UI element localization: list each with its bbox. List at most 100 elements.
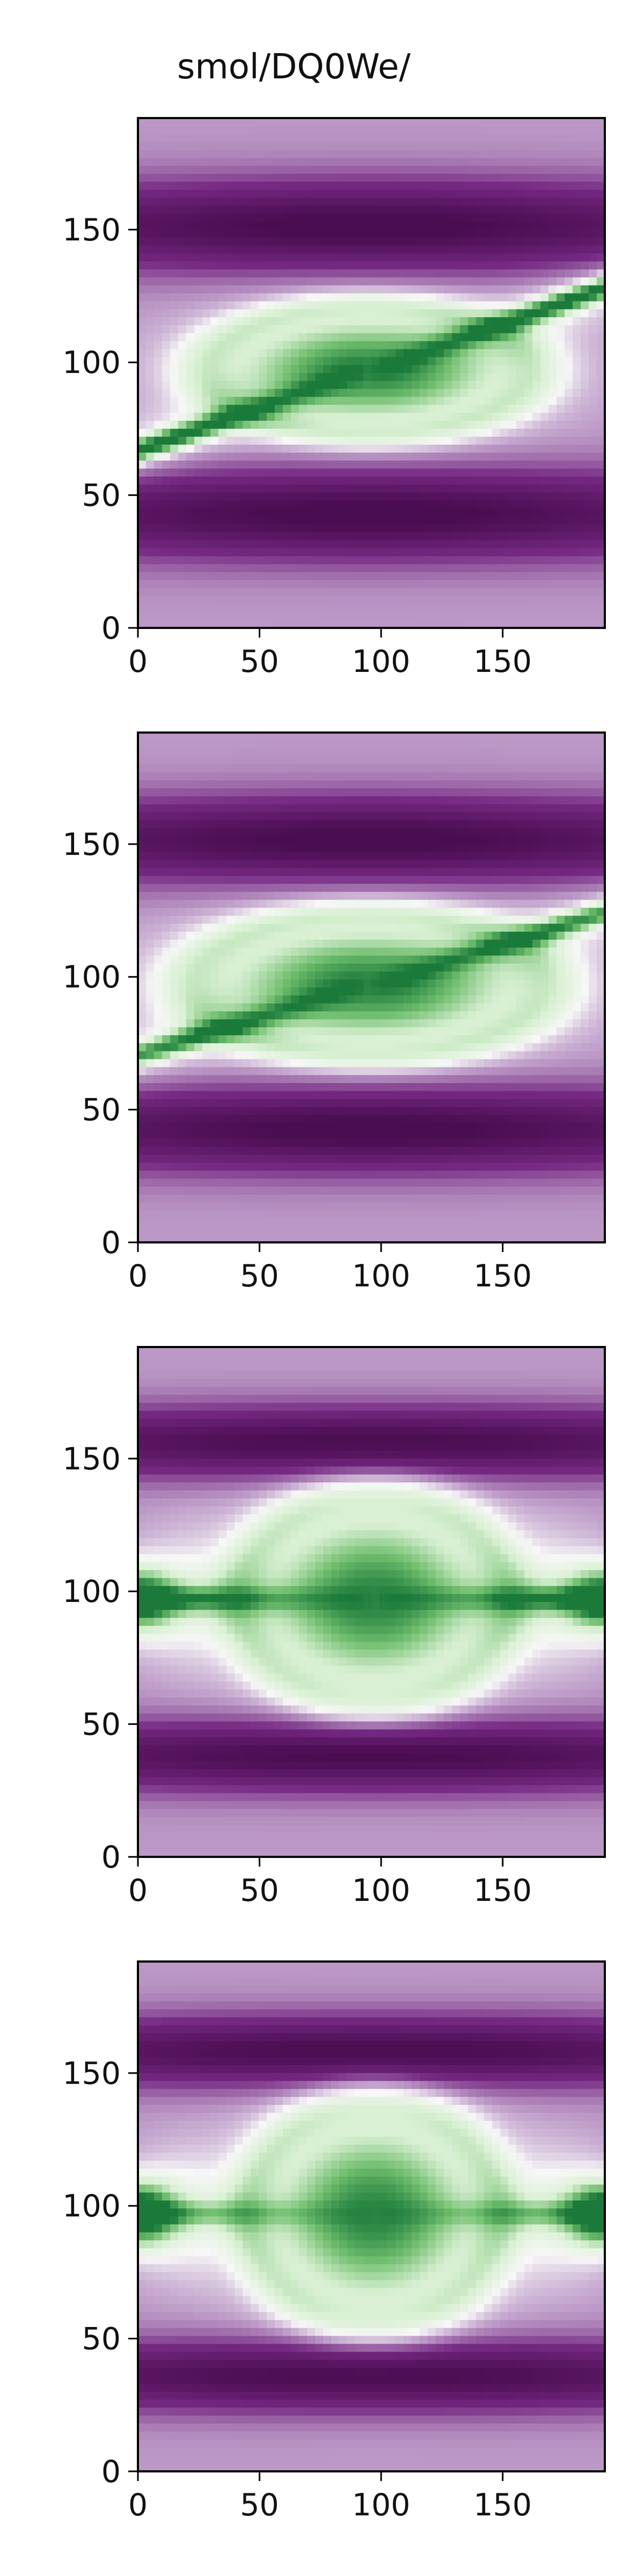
heatmap-cell bbox=[379, 852, 388, 861]
heatmap-cell bbox=[146, 836, 155, 845]
heatmap-cell bbox=[162, 309, 171, 318]
heatmap-cell bbox=[484, 325, 493, 334]
heatmap-cell bbox=[243, 900, 251, 909]
heatmap-cell bbox=[412, 788, 420, 797]
heatmap-cell bbox=[387, 206, 396, 214]
heatmap-cell bbox=[226, 206, 235, 214]
heatmap-cell bbox=[186, 804, 195, 813]
heatmap-cell bbox=[548, 405, 557, 413]
heatmap-cell bbox=[476, 485, 485, 493]
heatmap-cell bbox=[146, 564, 155, 573]
heatmap-cell bbox=[226, 142, 235, 151]
heatmap-cell bbox=[267, 277, 275, 286]
heatmap-cell bbox=[194, 508, 203, 517]
heatmap-cell bbox=[540, 405, 549, 413]
heatmap-cell bbox=[226, 246, 235, 254]
heatmap-cell bbox=[589, 548, 597, 557]
heatmap-cell bbox=[565, 294, 573, 302]
heatmap-cell bbox=[194, 741, 203, 749]
heatmap-cell bbox=[186, 357, 195, 365]
heatmap-cell bbox=[259, 397, 267, 406]
heatmap-cell bbox=[331, 238, 340, 246]
heatmap-cell bbox=[452, 222, 460, 230]
heatmap-cell bbox=[299, 741, 308, 749]
heatmap-cell bbox=[484, 764, 493, 773]
heatmap-cell bbox=[331, 772, 340, 781]
heatmap-cell bbox=[307, 772, 316, 781]
heatmap-cell bbox=[428, 820, 436, 829]
heatmap-cell bbox=[339, 741, 348, 749]
heatmap-cell bbox=[396, 796, 404, 805]
heatmap-cell bbox=[339, 852, 348, 861]
heatmap-cell bbox=[484, 460, 493, 469]
heatmap-cell bbox=[235, 301, 243, 310]
heatmap-cell bbox=[476, 508, 485, 517]
heatmap-cell bbox=[492, 900, 501, 909]
heatmap-cell bbox=[516, 381, 525, 390]
heatmap-cell bbox=[178, 780, 187, 789]
heatmap-cell bbox=[524, 749, 533, 757]
heatmap-cell bbox=[412, 222, 420, 230]
heatmap-cell bbox=[251, 469, 259, 477]
heatmap-cell bbox=[444, 780, 452, 789]
heatmap-cell bbox=[186, 828, 195, 837]
heatmap-cell bbox=[355, 197, 364, 206]
heatmap-cell bbox=[484, 349, 493, 357]
heatmap-cell bbox=[251, 588, 259, 597]
heatmap-cell bbox=[347, 572, 356, 581]
heatmap-cell bbox=[226, 126, 235, 135]
heatmap-cell bbox=[243, 286, 251, 294]
heatmap-cell bbox=[452, 325, 460, 334]
heatmap-cell bbox=[347, 325, 356, 334]
heatmap-cell bbox=[492, 429, 501, 437]
heatmap-cell bbox=[484, 452, 493, 461]
heatmap-cell bbox=[355, 900, 364, 909]
heatmap-cell bbox=[154, 118, 163, 127]
heatmap-cell bbox=[492, 580, 501, 589]
heatmap-cell bbox=[460, 780, 469, 789]
heatmap-cell bbox=[396, 190, 404, 199]
heatmap-cell bbox=[218, 764, 227, 773]
heatmap-cell bbox=[339, 516, 348, 525]
heatmap-cell bbox=[170, 429, 179, 437]
heatmap-cell bbox=[532, 238, 541, 246]
heatmap-cell bbox=[210, 460, 219, 469]
heatmap-cell bbox=[524, 118, 533, 127]
heatmap-cell bbox=[186, 389, 195, 398]
heatmap-cell bbox=[267, 820, 275, 829]
heatmap-cell bbox=[315, 277, 324, 286]
heatmap-cell bbox=[468, 269, 477, 278]
heatmap-cell bbox=[420, 820, 428, 829]
heatmap-cell bbox=[508, 532, 517, 541]
heatmap-cell bbox=[202, 452, 211, 461]
heatmap-cell bbox=[275, 357, 283, 365]
heatmap-cell bbox=[412, 357, 420, 365]
heatmap-cell bbox=[267, 508, 275, 517]
heatmap-cell bbox=[557, 580, 565, 589]
heatmap-cell bbox=[508, 413, 517, 421]
heatmap-cell bbox=[428, 493, 436, 501]
heatmap-cell bbox=[371, 269, 380, 278]
heatmap-cell bbox=[508, 868, 517, 876]
heatmap-cell bbox=[573, 429, 581, 437]
heatmap-cell bbox=[283, 780, 291, 789]
heatmap-cell bbox=[210, 508, 219, 517]
heatmap-cell bbox=[452, 365, 460, 374]
heatmap-cell bbox=[235, 749, 243, 757]
heatmap-cell bbox=[315, 261, 324, 270]
heatmap-cell bbox=[347, 126, 356, 135]
heatmap-cell bbox=[379, 836, 388, 845]
heatmap-cell bbox=[492, 325, 501, 334]
heatmap-cell bbox=[573, 405, 581, 413]
heatmap-cell bbox=[548, 860, 557, 869]
heatmap-cell bbox=[508, 214, 517, 222]
heatmap-cell bbox=[259, 301, 267, 310]
heatmap-cell bbox=[412, 174, 420, 182]
heatmap-cell bbox=[259, 214, 267, 222]
heatmap-cell bbox=[444, 214, 452, 222]
heatmap-cell bbox=[444, 437, 452, 445]
heatmap-cell bbox=[235, 437, 243, 445]
heatmap-cell bbox=[138, 508, 147, 517]
heatmap-cell bbox=[428, 230, 436, 238]
heatmap-cell bbox=[404, 548, 412, 557]
